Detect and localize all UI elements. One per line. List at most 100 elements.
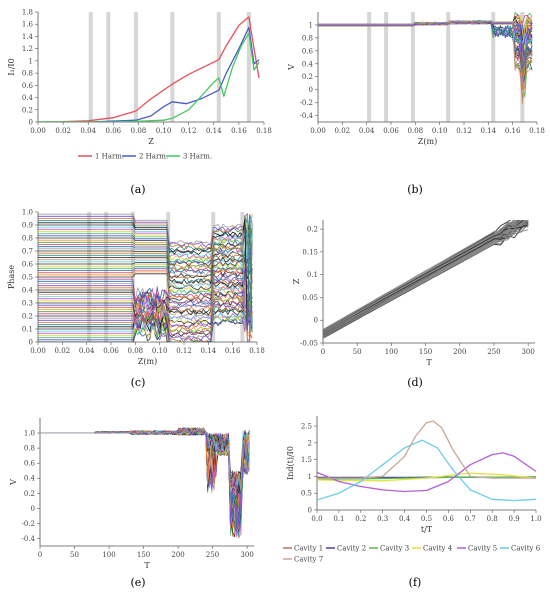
x-tick-label: 0.02	[55, 347, 71, 355]
y-tick-label: 0.4	[24, 475, 36, 483]
panel-label: (f)	[409, 576, 422, 589]
y-tick-label: 0.4	[22, 287, 34, 295]
panel-label: (d)	[407, 376, 423, 389]
x-tick-label: 0.10	[156, 127, 172, 135]
x-tick-label: 0.10	[152, 347, 168, 355]
x-tick-label: 0.18	[249, 347, 265, 355]
x-tick-label: 0.04	[80, 127, 96, 135]
plot-area	[38, 213, 252, 342]
series-line	[317, 440, 536, 500]
cavity-band	[89, 12, 93, 122]
y-tick-label: 0.7	[22, 248, 33, 256]
x-tick-label: 0.4	[399, 515, 411, 523]
y-tick-label: 0.2	[302, 73, 313, 81]
x-tick-label: 0.16	[225, 347, 241, 355]
y-axis-label: Z	[292, 278, 301, 284]
y-tick-label: 0.05	[302, 294, 318, 302]
plot-area	[317, 421, 536, 501]
y-axis-label: I₁/I0	[7, 58, 16, 75]
y-tick-label: -0.05	[300, 340, 318, 348]
x-tick-label: 0.12	[176, 347, 192, 355]
x-tick-label: 150	[419, 348, 432, 356]
legend-label: Cavity 6	[511, 545, 541, 553]
legend-label: Cavity 2	[337, 545, 366, 553]
x-tick-label: 0.08	[408, 127, 424, 135]
y-tick-label: 0.8	[24, 445, 35, 453]
legend-label: 3 Harm.	[183, 153, 212, 161]
plot-area	[318, 12, 532, 104]
x-tick-label: 0	[38, 551, 42, 559]
x-tick-label: 0.9	[509, 515, 520, 523]
x-tick-label: 0	[321, 348, 325, 356]
y-tick-label: 0.4	[22, 94, 34, 102]
x-tick-label: 100	[385, 348, 398, 356]
x-tick-label: 0.16	[505, 127, 521, 135]
y-tick-label: 0.8	[22, 70, 33, 78]
x-tick-label: 0.1	[333, 515, 344, 523]
x-tick-label: 0.3	[377, 515, 388, 523]
panel-label: (e)	[130, 576, 145, 589]
y-tick-label: 1	[308, 473, 312, 481]
y-tick-label: 0.2	[22, 106, 33, 114]
series-line	[318, 21, 532, 64]
y-tick-label: 0.5	[301, 490, 312, 498]
x-axis-label: t/T	[421, 525, 433, 534]
y-tick-label: 1.8	[22, 9, 33, 17]
x-tick-label: 0.04	[79, 347, 95, 355]
x-tick-label: 300	[521, 348, 534, 356]
x-tick-label: 0.16	[231, 127, 247, 135]
x-axis-label: T	[426, 358, 432, 367]
y-tick-label: 0.6	[22, 82, 34, 90]
series-line	[38, 27, 259, 122]
cavity-band	[411, 12, 415, 122]
x-tick-label: 0.5	[421, 515, 432, 523]
cavity-band	[367, 12, 371, 122]
legend-label: Cavity 4	[423, 545, 453, 553]
y-tick-label: 0.1	[22, 326, 33, 334]
x-tick-label: 0.12	[181, 127, 197, 135]
y-tick-label: 0.3	[22, 300, 33, 308]
x-tick-label: 0.18	[256, 127, 272, 135]
x-tick-label: 0.8	[487, 515, 498, 523]
y-tick-label: -0.2	[22, 520, 36, 528]
x-tick-label: 0.06	[103, 347, 119, 355]
x-axis-label: Z	[148, 137, 154, 146]
legend-label: Cavity 7	[294, 556, 323, 564]
x-tick-label: 0.08	[131, 127, 147, 135]
y-tick-label: 0.15	[302, 248, 318, 256]
y-tick-label: 2	[308, 439, 312, 447]
y-axis-label: Ind(t)/I0	[286, 446, 295, 480]
y-tick-label: 0.5	[22, 274, 33, 282]
y-tick-label: 0	[308, 507, 312, 515]
y-tick-label: 0.2	[22, 313, 33, 321]
series-line	[318, 22, 532, 81]
y-tick-label: 0.6	[302, 47, 314, 55]
x-tick-label: 0.0	[311, 515, 322, 523]
x-tick-label: 0.00	[30, 127, 46, 135]
series-line	[318, 22, 532, 79]
panel-label: (a)	[130, 183, 145, 196]
y-axis-label: V	[9, 479, 18, 486]
legend: 1 Harm.2 Harm.3 Harm.	[78, 153, 212, 161]
x-tick-label: 0.14	[481, 127, 497, 135]
y-tick-label: 1.2	[22, 45, 33, 53]
y-tick-label: 2.5	[301, 423, 312, 431]
x-tick-label: 0.06	[106, 127, 122, 135]
x-tick-label: 0.00	[310, 127, 326, 135]
plot-area	[323, 211, 528, 339]
y-tick-label: 1.5	[301, 456, 312, 464]
x-tick-label: 0.18	[529, 127, 545, 135]
series-line	[317, 421, 536, 478]
x-tick-label: 0.2	[355, 515, 366, 523]
y-tick-label: 1.0	[24, 430, 35, 438]
y-tick-label: 0.4	[302, 60, 314, 68]
cavity-band	[170, 12, 174, 122]
y-tick-label: 0.2	[307, 226, 318, 234]
